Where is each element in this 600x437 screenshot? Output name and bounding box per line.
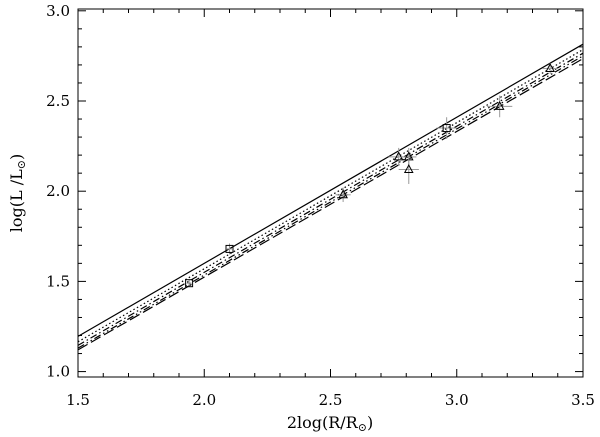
- x-tick-label: 2.5: [319, 391, 343, 409]
- square-marker: [225, 244, 234, 253]
- data-points: [185, 62, 558, 288]
- x-axis: 1.5 2.0 2.5 3.0 3.5: [66, 9, 595, 409]
- x-axis-label-text: 2log(R/R: [287, 413, 359, 432]
- square-marker: [185, 279, 194, 288]
- plot-frame: [77, 8, 584, 378]
- square-data-point: [436, 117, 457, 139]
- square-marker: [442, 124, 451, 133]
- y-axis-label-end: ): [7, 154, 26, 160]
- triangle-data-point: [335, 187, 351, 203]
- x-tick-label: 3.0: [445, 391, 469, 409]
- triangle-data-point: [398, 155, 419, 184]
- y-tick-label: 1.0: [46, 363, 70, 381]
- model-line-long-dash: [77, 58, 584, 351]
- triangle-data-point: [487, 95, 513, 118]
- triangle-marker: [393, 151, 404, 161]
- y-tick-label: 2.0: [46, 182, 70, 200]
- y-axis: 1.0 1.5 2.0 2.5 3.0: [46, 2, 583, 381]
- x-tick-label: 3.5: [571, 391, 595, 409]
- x-tick-label: 2.0: [192, 391, 216, 409]
- square-data-point: [225, 243, 234, 255]
- sun-symbol: ⊙: [358, 421, 367, 434]
- y-tick-label: 1.5: [46, 272, 70, 290]
- y-tick-label: 2.5: [46, 92, 70, 110]
- model-line-dotted: [77, 49, 584, 343]
- model-line-dash-dot: [77, 52, 584, 346]
- sun-symbol: ⊙: [15, 160, 28, 169]
- y-tick-label: 3.0: [46, 2, 70, 20]
- triangle-marker: [338, 189, 348, 199]
- y-axis-label-text: log(L /L: [7, 169, 26, 232]
- model-line-dash-dot-dot: [77, 55, 584, 349]
- x-tick-label: 1.5: [66, 391, 90, 409]
- model-lines: [77, 43, 584, 351]
- x-axis-label: 2log(R/R⊙): [287, 413, 373, 434]
- model-line-solid: [77, 43, 584, 337]
- triangle-data-point: [542, 62, 558, 74]
- x-axis-label-end: ): [367, 413, 373, 432]
- triangle-marker: [494, 100, 505, 110]
- square-data-point: [185, 279, 194, 288]
- triangle-marker: [403, 163, 414, 174]
- triangle-marker: [545, 62, 556, 73]
- y-axis-label: log(L /L⊙): [7, 154, 28, 232]
